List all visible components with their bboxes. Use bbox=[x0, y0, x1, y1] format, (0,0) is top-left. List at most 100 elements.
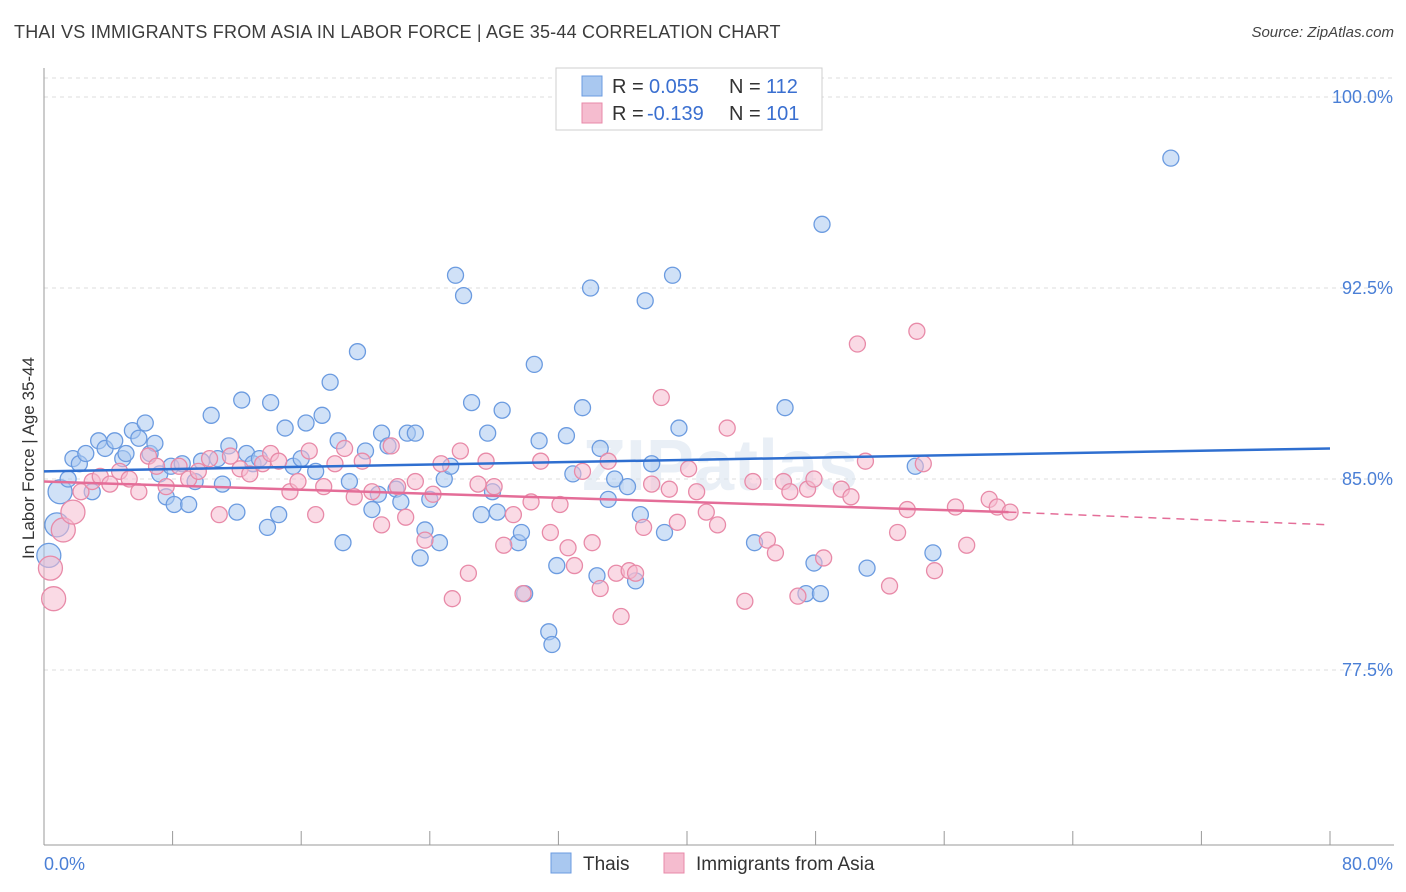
point bbox=[335, 439, 354, 458]
point bbox=[565, 556, 584, 575]
trend-line-immigrants bbox=[43, 480, 1009, 514]
point bbox=[813, 215, 831, 233]
point bbox=[668, 513, 687, 531]
point bbox=[634, 518, 653, 537]
point bbox=[411, 549, 429, 567]
point bbox=[213, 475, 232, 493]
point bbox=[117, 444, 135, 463]
point bbox=[514, 584, 532, 603]
point bbox=[59, 470, 77, 488]
source-label: Source: ZipAtlas.com bbox=[1251, 24, 1394, 41]
point bbox=[372, 516, 391, 534]
point bbox=[340, 472, 359, 491]
point bbox=[848, 335, 867, 353]
point bbox=[270, 506, 288, 524]
point bbox=[660, 480, 678, 498]
point bbox=[233, 391, 251, 409]
axes bbox=[43, 68, 1394, 846]
legend-r-label-1: R = bbox=[612, 76, 644, 98]
point bbox=[469, 475, 487, 493]
point bbox=[642, 475, 661, 493]
point bbox=[180, 495, 198, 514]
bottom-legend: Thais Immigrants from Asia bbox=[550, 852, 875, 875]
point bbox=[525, 355, 543, 374]
y-axis-label: In Labor Force | Age 35-44 bbox=[19, 357, 38, 559]
point bbox=[165, 495, 183, 514]
point bbox=[581, 279, 600, 297]
point bbox=[77, 444, 95, 463]
point bbox=[262, 393, 280, 412]
point bbox=[1162, 149, 1180, 167]
point bbox=[504, 506, 523, 524]
point bbox=[210, 506, 228, 524]
grid-lines bbox=[44, 77, 1394, 671]
point bbox=[925, 562, 944, 580]
point bbox=[642, 455, 661, 473]
chart-title: THAI VS IMMIGRANTS FROM ASIA IN LABOR FO… bbox=[14, 22, 781, 42]
point bbox=[583, 534, 601, 552]
trend-line-thais bbox=[43, 447, 1331, 473]
point bbox=[670, 419, 688, 437]
y-tick-label-0: 77.5% bbox=[1342, 660, 1393, 680]
point bbox=[241, 465, 259, 483]
point bbox=[443, 590, 461, 608]
point bbox=[348, 343, 367, 361]
point bbox=[636, 292, 654, 310]
point bbox=[559, 539, 577, 557]
point bbox=[189, 462, 207, 481]
point bbox=[530, 432, 548, 450]
point bbox=[888, 523, 907, 542]
legend: R = 0.055 N = 112 R = -0.139 N = 101 bbox=[555, 67, 823, 131]
point bbox=[300, 442, 318, 460]
point bbox=[454, 286, 473, 305]
bottom-legend-swatch-immigrants bbox=[663, 852, 685, 874]
point bbox=[406, 472, 424, 491]
point bbox=[914, 455, 932, 473]
point bbox=[136, 414, 154, 432]
point bbox=[679, 460, 698, 478]
x-tick-label-1: 80.0% bbox=[1342, 854, 1393, 874]
point bbox=[477, 452, 495, 470]
point bbox=[289, 472, 307, 491]
point bbox=[557, 427, 576, 445]
legend-n-label-1: N = bbox=[729, 76, 761, 98]
point bbox=[946, 498, 965, 516]
point bbox=[363, 500, 381, 519]
point bbox=[776, 399, 794, 417]
point bbox=[258, 518, 277, 537]
y-tick-label-3: 100.0% bbox=[1332, 87, 1393, 107]
point bbox=[307, 506, 325, 524]
point bbox=[485, 477, 503, 496]
point bbox=[446, 266, 465, 284]
point bbox=[789, 587, 807, 605]
point bbox=[718, 419, 736, 437]
point bbox=[663, 266, 682, 284]
point bbox=[744, 472, 762, 491]
point bbox=[924, 544, 942, 562]
legend-n-label-2: N = bbox=[729, 103, 761, 125]
legend-swatch-immigrants bbox=[581, 102, 603, 124]
point bbox=[805, 470, 823, 488]
point bbox=[958, 536, 976, 554]
tick-labels: 77.5% 85.0% 92.5% 100.0% 0.0% 80.0% bbox=[44, 87, 1393, 874]
point bbox=[766, 544, 785, 562]
point bbox=[147, 457, 166, 475]
point bbox=[858, 559, 876, 577]
point bbox=[573, 462, 592, 481]
point bbox=[200, 449, 219, 468]
point bbox=[606, 470, 624, 488]
trend-line-immigrants-extrapolated bbox=[1008, 511, 1331, 526]
legend-r-value-1: 0.055 bbox=[649, 76, 699, 98]
point bbox=[416, 531, 434, 549]
legend-n-value-1: 112 bbox=[766, 76, 798, 98]
point bbox=[313, 406, 331, 424]
point bbox=[541, 523, 560, 542]
point bbox=[228, 503, 246, 521]
point bbox=[459, 564, 478, 582]
trend-lines bbox=[43, 447, 1331, 526]
point bbox=[488, 503, 506, 521]
point bbox=[811, 584, 830, 603]
point bbox=[130, 429, 148, 447]
point bbox=[512, 523, 531, 542]
point bbox=[758, 531, 777, 549]
